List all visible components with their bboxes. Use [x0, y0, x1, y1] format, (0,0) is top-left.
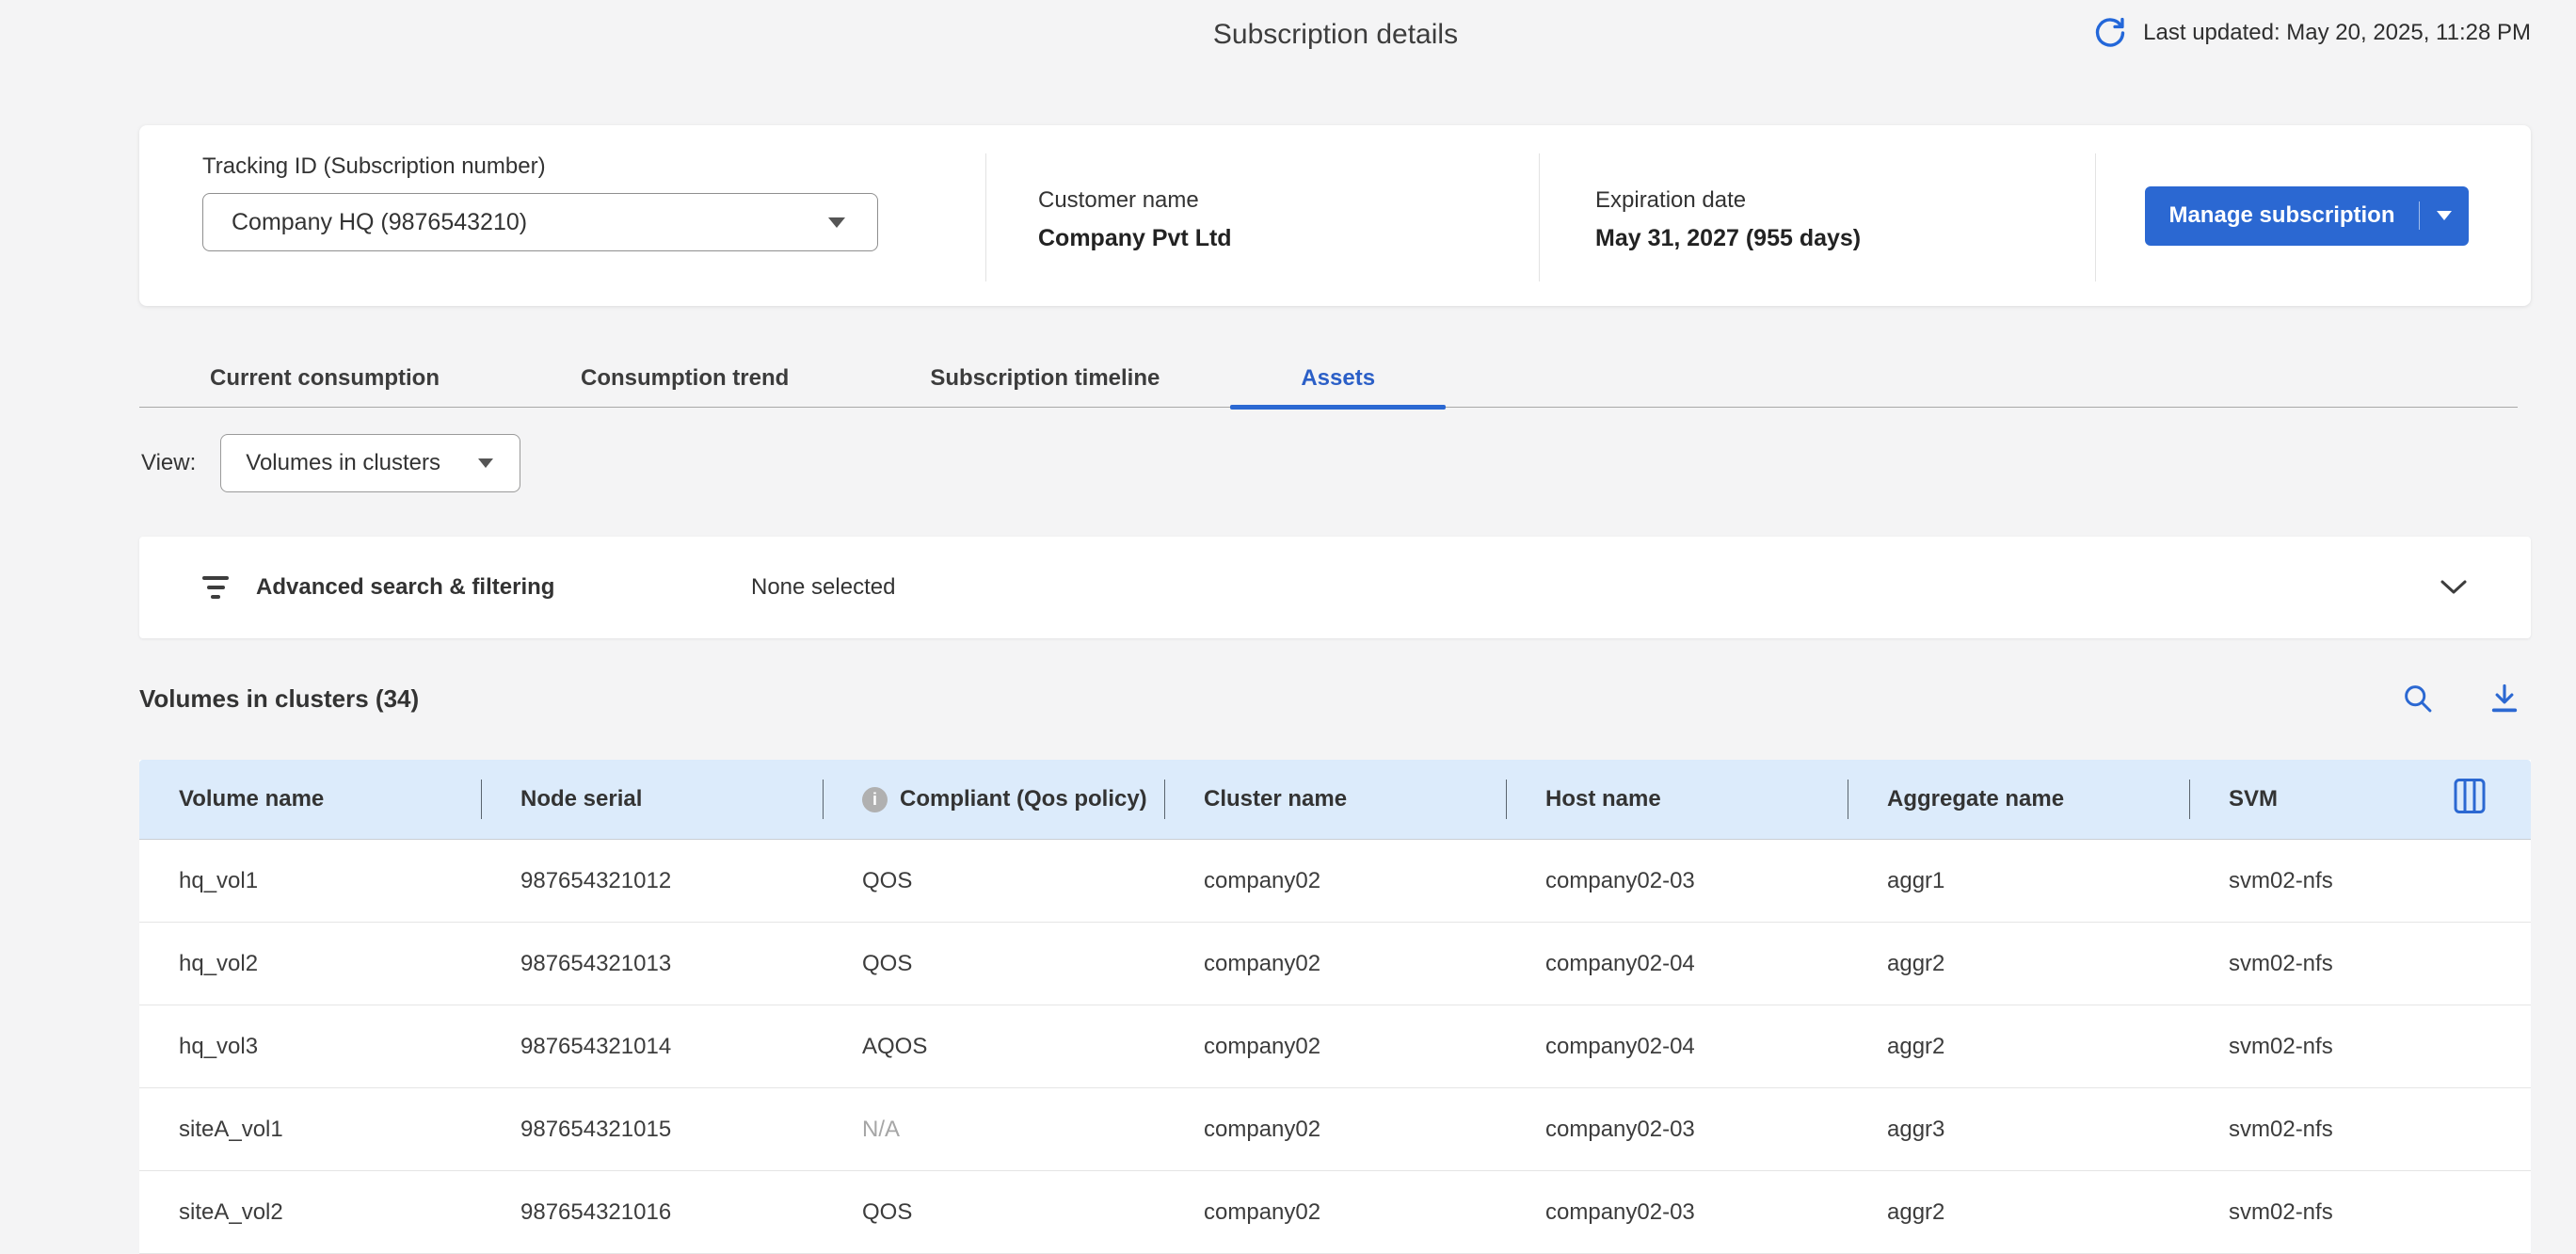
view-selector-row: View: Volumes in clusters — [141, 434, 521, 492]
manage-subscription-label: Manage subscription — [2168, 202, 2395, 228]
cell-node-serial: 987654321015 — [520, 1116, 672, 1142]
customer-name-label: Customer name — [1038, 187, 1199, 213]
cell-aggregate-name: aggr3 — [1887, 1116, 1945, 1142]
column-header-compliant-label: Compliant (Qos policy) — [900, 786, 1147, 812]
customer-name-value: Company Pvt Ltd — [1038, 225, 1232, 251]
cell-node-serial: 987654321013 — [520, 950, 672, 976]
table-title-row: Volumes in clusters (34) — [139, 671, 2531, 726]
cell-volume-name: siteA_vol2 — [179, 1198, 283, 1225]
cell-node-serial: 987654321012 — [520, 867, 672, 893]
table-title: Volumes in clusters (34) — [139, 683, 420, 713]
table-row[interactable]: siteA_vol2 987654321016 QOS company02 co… — [139, 1171, 2531, 1254]
column-header-compliant[interactable]: i Compliant (Qos policy) — [823, 760, 1164, 839]
cell-svm: svm02-nfs — [2229, 1198, 2333, 1225]
cell-aggregate-name: aggr2 — [1887, 1033, 1945, 1059]
tab-consumption-trend[interactable]: Consumption trend — [581, 364, 790, 391]
cell-compliant: AQOS — [862, 1033, 928, 1059]
chevron-down-icon[interactable] — [2439, 578, 2469, 597]
table-toolbar — [2401, 682, 2521, 715]
tab-current-consumption[interactable]: Current consumption — [210, 364, 440, 391]
page-title: Subscription details — [1212, 19, 1459, 50]
cell-svm: svm02-nfs — [2229, 867, 2333, 893]
tracking-id-label: Tracking ID (Subscription number) — [202, 153, 546, 179]
cell-host-name: company02-04 — [1545, 950, 1695, 976]
column-header-node-serial[interactable]: Node serial — [481, 760, 823, 839]
cell-cluster-name: company02 — [1204, 867, 1321, 893]
view-selected-value: Volumes in clusters — [246, 450, 441, 475]
tab-subscription-timeline[interactable]: Subscription timeline — [930, 364, 1160, 391]
expiration-date-value: May 31, 2027 (955 days) — [1595, 225, 1862, 251]
filter-icon — [202, 576, 229, 599]
cell-svm: svm02-nfs — [2229, 1116, 2333, 1142]
column-header-host-name[interactable]: Host name — [1506, 760, 1848, 839]
refresh-area: Last updated: May 20, 2025, 11:28 PM — [2092, 15, 2531, 51]
expiration-date-section: Expiration date May 31, 2027 (955 days) — [1539, 125, 2095, 306]
cell-node-serial: 987654321016 — [520, 1198, 672, 1225]
cell-volume-name: siteA_vol1 — [179, 1116, 283, 1142]
customer-name-section: Customer name Company Pvt Ltd — [985, 125, 1539, 306]
caret-down-icon — [828, 217, 845, 228]
column-header-aggregate-name[interactable]: Aggregate name — [1848, 760, 2189, 839]
cell-host-name: company02-03 — [1545, 1116, 1695, 1142]
refresh-icon[interactable] — [2092, 15, 2128, 51]
advanced-search-bar[interactable]: Advanced search & filtering None selecte… — [139, 537, 2531, 638]
manage-subscription-button[interactable]: Manage subscription — [2145, 185, 2469, 246]
cell-compliant: QOS — [862, 1198, 913, 1225]
subscription-summary-card: Tracking ID (Subscription number) Compan… — [139, 125, 2531, 306]
column-header-cluster-name[interactable]: Cluster name — [1164, 760, 1506, 839]
column-header-svm-label: SVM — [2229, 786, 2279, 812]
cell-host-name: company02-04 — [1545, 1033, 1695, 1059]
card-action-section: Manage subscription — [2095, 125, 2531, 306]
tracking-id-section: Tracking ID (Subscription number) Compan… — [139, 125, 985, 306]
cell-volume-name: hq_vol1 — [179, 867, 259, 893]
caret-down-icon — [2437, 211, 2452, 220]
cell-aggregate-name: aggr2 — [1887, 1198, 1945, 1225]
cell-compliant: QOS — [862, 950, 913, 976]
cell-svm: svm02-nfs — [2229, 1033, 2333, 1059]
expiration-date-label: Expiration date — [1595, 187, 1747, 213]
last-updated-text: Last updated: May 20, 2025, 11:28 PM — [2143, 20, 2531, 45]
cell-aggregate-name: aggr1 — [1887, 867, 1945, 893]
cell-cluster-name: company02 — [1204, 950, 1321, 976]
table-row[interactable]: siteA_vol1 987654321015 N/A company02 co… — [139, 1088, 2531, 1171]
search-icon[interactable] — [2401, 682, 2435, 715]
table-row[interactable]: hq_vol3 987654321014 AQOS company02 comp… — [139, 1005, 2531, 1088]
column-header-svm[interactable]: SVM — [2189, 760, 2531, 839]
advanced-search-label: Advanced search & filtering — [256, 574, 555, 600]
table-row[interactable]: hq_vol2 987654321013 QOS company02 compa… — [139, 923, 2531, 1005]
caret-down-icon — [478, 458, 494, 468]
tracking-id-selected-value: Company HQ (9876543210) — [232, 208, 528, 235]
view-label: View: — [141, 450, 197, 475]
volumes-table: Volume name Node serial i Compliant (Qos… — [139, 760, 2531, 1254]
table-body: hq_vol1 987654321012 QOS company02 compa… — [139, 840, 2531, 1254]
cell-cluster-name: company02 — [1204, 1116, 1321, 1142]
tab-bar: Current consumption Consumption trend Su… — [139, 349, 2518, 410]
cell-host-name: company02-03 — [1545, 867, 1695, 893]
cell-volume-name: hq_vol3 — [179, 1033, 259, 1059]
manage-subscription-menu-toggle[interactable] — [2420, 211, 2469, 220]
info-icon[interactable]: i — [862, 786, 888, 812]
view-select[interactable]: Volumes in clusters — [220, 434, 521, 492]
tab-assets[interactable]: Assets — [1230, 349, 1446, 410]
table-header-row: Volume name Node serial i Compliant (Qos… — [139, 760, 2531, 840]
cell-compliant: N/A — [862, 1116, 901, 1142]
column-header-volume-name[interactable]: Volume name — [179, 786, 325, 812]
cell-volume-name: hq_vol2 — [179, 950, 259, 976]
cell-compliant: QOS — [862, 867, 913, 893]
cell-host-name: company02-03 — [1545, 1198, 1695, 1225]
cell-cluster-name: company02 — [1204, 1198, 1321, 1225]
columns-icon[interactable] — [2453, 778, 2487, 822]
cell-node-serial: 987654321014 — [520, 1033, 672, 1059]
tracking-id-select[interactable]: Company HQ (9876543210) — [202, 193, 878, 251]
table-row[interactable]: hq_vol1 987654321012 QOS company02 compa… — [139, 840, 2531, 923]
cell-aggregate-name: aggr2 — [1887, 950, 1945, 976]
cell-cluster-name: company02 — [1204, 1033, 1321, 1059]
cell-svm: svm02-nfs — [2229, 950, 2333, 976]
advanced-search-status: None selected — [751, 574, 896, 600]
button-divider — [2419, 201, 2420, 230]
download-icon[interactable] — [2488, 682, 2521, 715]
